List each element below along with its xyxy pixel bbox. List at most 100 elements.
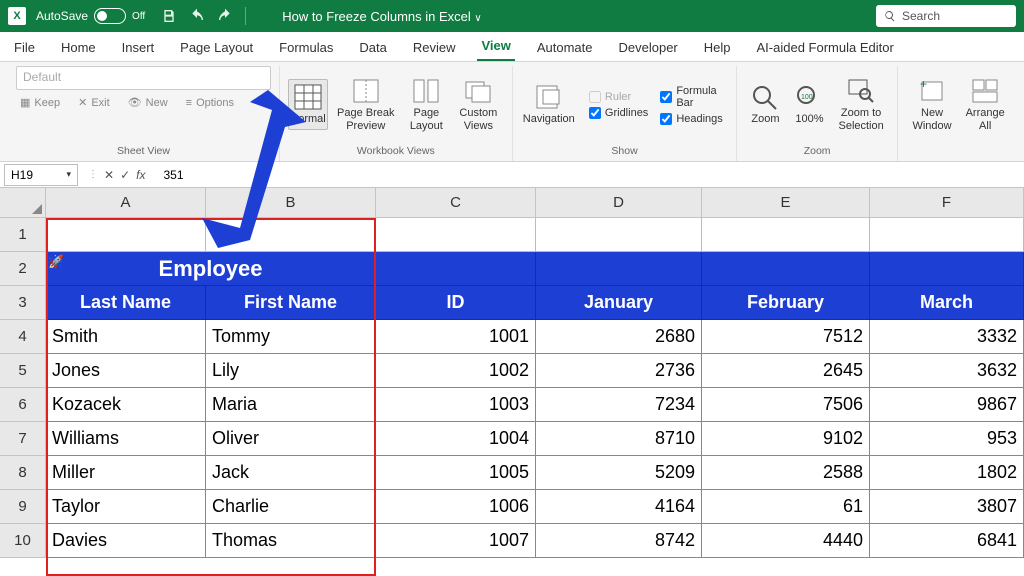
data-cell[interactable]: 1007 xyxy=(376,524,536,558)
zoom-100-button[interactable]: 100 100% xyxy=(789,80,829,128)
employee-title-cell[interactable]: 🚀Employee xyxy=(46,252,376,286)
data-cell[interactable]: Kozacek xyxy=(46,388,206,422)
tab-review[interactable]: Review xyxy=(409,36,460,61)
data-cell[interactable]: Maria xyxy=(206,388,376,422)
ruler-checkbox[interactable]: Ruler xyxy=(589,91,648,103)
col-header-c[interactable]: C xyxy=(376,188,536,218)
data-cell[interactable]: 953 xyxy=(870,422,1024,456)
cell[interactable] xyxy=(376,252,536,286)
data-cell[interactable]: 1004 xyxy=(376,422,536,456)
data-cell[interactable]: Oliver xyxy=(206,422,376,456)
normal-view-button[interactable]: Normal xyxy=(288,79,328,129)
fx-label[interactable]: fx xyxy=(136,168,145,182)
cell[interactable] xyxy=(870,252,1024,286)
chevron-down-icon[interactable]: ▾ xyxy=(66,169,71,180)
custom-views-button[interactable]: Custom Views xyxy=(453,74,503,134)
header-cell[interactable]: Last Name xyxy=(46,286,206,320)
save-icon[interactable] xyxy=(161,8,177,24)
data-cell[interactable]: Jack xyxy=(206,456,376,490)
data-cell[interactable]: 1003 xyxy=(376,388,536,422)
data-cell[interactable]: 3332 xyxy=(870,320,1024,354)
col-header-d[interactable]: D xyxy=(536,188,702,218)
row-header[interactable]: 8 xyxy=(0,456,46,490)
zoom-button[interactable]: Zoom xyxy=(745,80,785,128)
data-cell[interactable]: 3632 xyxy=(870,354,1024,388)
row-header[interactable]: 7 xyxy=(0,422,46,456)
navigation-button[interactable]: Navigation xyxy=(521,80,577,128)
data-cell[interactable]: 6841 xyxy=(870,524,1024,558)
data-cell[interactable]: Charlie xyxy=(206,490,376,524)
data-cell[interactable]: 4164 xyxy=(536,490,702,524)
formula-input[interactable]: 351 xyxy=(155,168,1024,182)
col-header-e[interactable]: E xyxy=(702,188,870,218)
page-break-button[interactable]: Page Break Preview xyxy=(332,74,400,134)
data-cell[interactable]: 2680 xyxy=(536,320,702,354)
new-window-button[interactable]: + New Window xyxy=(906,74,959,134)
col-header-b[interactable]: B xyxy=(206,188,376,218)
data-cell[interactable]: Williams xyxy=(46,422,206,456)
row-header[interactable]: 6 xyxy=(0,388,46,422)
data-cell[interactable]: Tommy xyxy=(206,320,376,354)
tab-home[interactable]: Home xyxy=(57,36,100,61)
cell[interactable] xyxy=(702,218,870,252)
cell[interactable] xyxy=(536,218,702,252)
cancel-icon[interactable]: ✕ xyxy=(104,168,114,182)
dropdown-icon[interactable]: ⋮ xyxy=(88,169,98,180)
row-header[interactable]: 10 xyxy=(0,524,46,558)
cell[interactable] xyxy=(536,252,702,286)
data-cell[interactable]: 1006 xyxy=(376,490,536,524)
data-cell[interactable]: Taylor xyxy=(46,490,206,524)
row-header[interactable]: 2 xyxy=(0,252,46,286)
row-header[interactable]: 1 xyxy=(0,218,46,252)
undo-icon[interactable] xyxy=(189,8,205,24)
data-cell[interactable]: 8710 xyxy=(536,422,702,456)
tab-page-layout[interactable]: Page Layout xyxy=(176,36,257,61)
select-all-button[interactable] xyxy=(0,188,46,218)
headings-checkbox[interactable]: Headings xyxy=(660,113,728,125)
arrange-all-button[interactable]: Arrange All xyxy=(962,74,1008,134)
gridlines-checkbox[interactable]: Gridlines xyxy=(589,107,648,119)
tab-automate[interactable]: Automate xyxy=(533,36,597,61)
zoom-selection-button[interactable]: Zoom to Selection xyxy=(833,74,888,134)
data-cell[interactable]: 5209 xyxy=(536,456,702,490)
data-cell[interactable]: 9102 xyxy=(702,422,870,456)
cell[interactable] xyxy=(870,218,1024,252)
cell[interactable] xyxy=(702,252,870,286)
tab-data[interactable]: Data xyxy=(355,36,390,61)
tab-ai-editor[interactable]: AI-aided Formula Editor xyxy=(753,36,898,61)
tab-developer[interactable]: Developer xyxy=(615,36,682,61)
row-header[interactable]: 5 xyxy=(0,354,46,388)
data-cell[interactable]: 3807 xyxy=(870,490,1024,524)
tab-view[interactable]: View xyxy=(477,34,514,61)
data-cell[interactable]: 1005 xyxy=(376,456,536,490)
data-cell[interactable]: 61 xyxy=(702,490,870,524)
cell[interactable] xyxy=(46,218,206,252)
redo-icon[interactable] xyxy=(217,8,233,24)
formula-bar-checkbox[interactable]: Formula Bar xyxy=(660,85,728,109)
row-header[interactable]: 3 xyxy=(0,286,46,320)
cell[interactable] xyxy=(376,218,536,252)
data-cell[interactable]: 9867 xyxy=(870,388,1024,422)
accept-icon[interactable]: ✓ xyxy=(120,168,130,182)
data-cell[interactable]: Miller xyxy=(46,456,206,490)
toggle-switch-icon[interactable] xyxy=(94,8,126,24)
data-cell[interactable]: 8742 xyxy=(536,524,702,558)
header-cell[interactable]: January xyxy=(536,286,702,320)
data-cell[interactable]: Jones xyxy=(46,354,206,388)
data-cell[interactable]: Smith xyxy=(46,320,206,354)
tab-file[interactable]: File xyxy=(10,36,39,61)
data-cell[interactable]: Lily xyxy=(206,354,376,388)
data-cell[interactable]: 1802 xyxy=(870,456,1024,490)
document-title[interactable]: How to Freeze Columns in Excel ∨ xyxy=(282,9,482,24)
tab-help[interactable]: Help xyxy=(700,36,735,61)
row-header[interactable]: 4 xyxy=(0,320,46,354)
data-cell[interactable]: 4440 xyxy=(702,524,870,558)
header-cell[interactable]: ID xyxy=(376,286,536,320)
page-layout-button[interactable]: Page Layout xyxy=(404,74,450,134)
row-header[interactable]: 9 xyxy=(0,490,46,524)
data-cell[interactable]: Davies xyxy=(46,524,206,558)
search-input[interactable]: Search xyxy=(876,5,1016,27)
data-cell[interactable]: 2645 xyxy=(702,354,870,388)
header-cell[interactable]: First Name xyxy=(206,286,376,320)
cell[interactable] xyxy=(206,218,376,252)
